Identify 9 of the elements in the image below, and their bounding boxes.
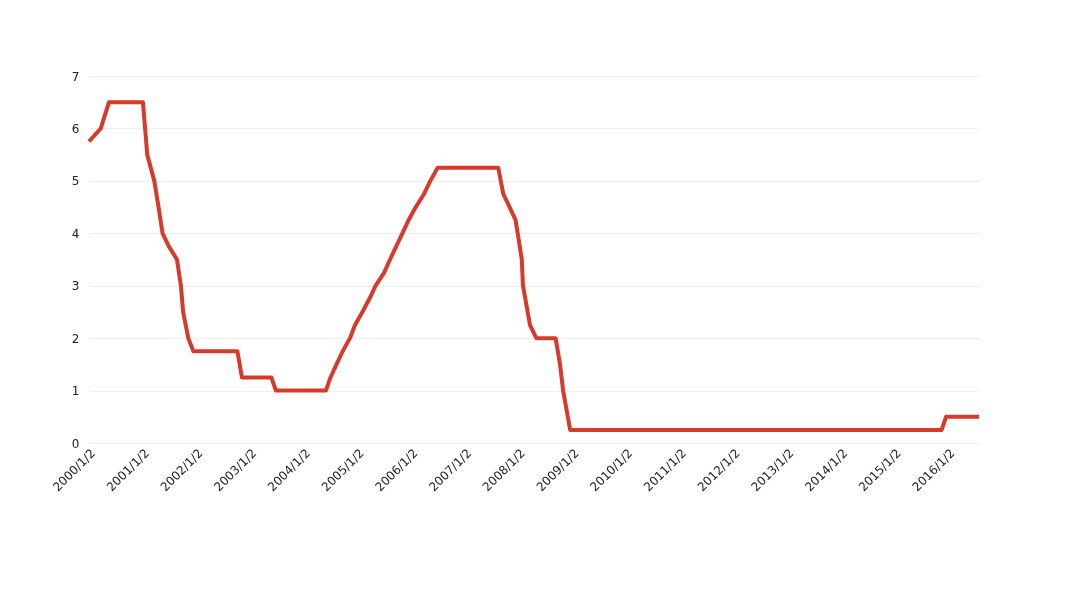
y-tick-label: 5: [71, 174, 80, 189]
y-tick-label: 1: [71, 384, 80, 399]
y-tick-label: 0: [71, 436, 80, 451]
y-tick-label: 2: [71, 331, 80, 346]
y-tick-label: 4: [71, 226, 80, 241]
y-tick-label: 7: [71, 69, 80, 84]
y-tick-label: 6: [71, 121, 80, 136]
y-tick-label: 3: [71, 279, 80, 294]
line-series: [87, 100, 981, 432]
